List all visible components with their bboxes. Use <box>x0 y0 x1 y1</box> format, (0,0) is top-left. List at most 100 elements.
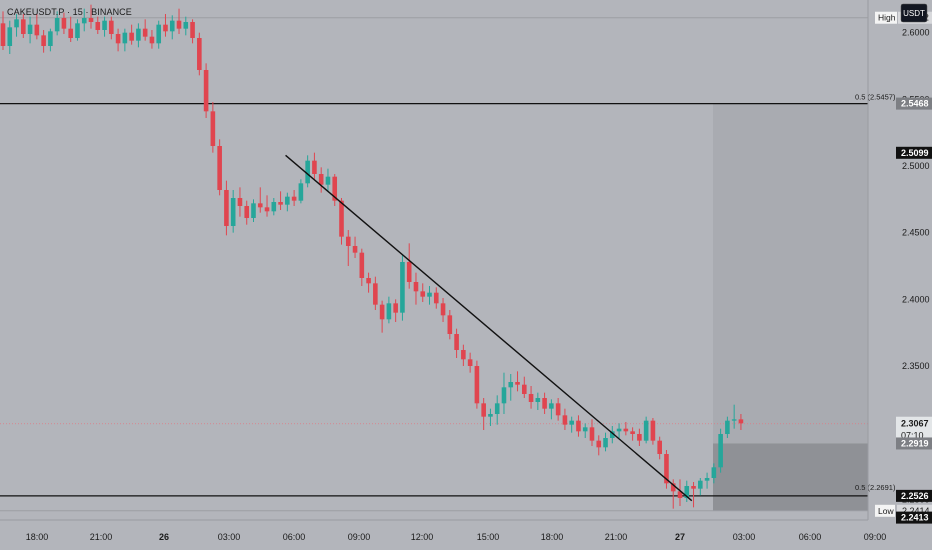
candle[interactable] <box>400 262 405 313</box>
candle[interactable] <box>318 174 324 185</box>
candle[interactable] <box>7 27 13 46</box>
candle[interactable] <box>352 246 358 253</box>
candle[interactable] <box>264 207 270 212</box>
candle[interactable] <box>494 403 500 414</box>
candle[interactable] <box>643 420 649 441</box>
candle[interactable] <box>738 419 744 424</box>
candle[interactable] <box>197 38 202 70</box>
candle[interactable] <box>406 262 412 282</box>
candle[interactable] <box>650 420 656 441</box>
candle[interactable] <box>718 434 723 468</box>
candle[interactable] <box>230 198 236 226</box>
candle[interactable] <box>291 196 297 201</box>
candle[interactable] <box>203 70 209 112</box>
candle[interactable] <box>163 24 168 32</box>
candle[interactable] <box>576 420 581 432</box>
candle[interactable] <box>664 454 669 484</box>
candle[interactable] <box>386 303 392 320</box>
candle[interactable] <box>190 22 195 38</box>
candle[interactable] <box>589 427 595 441</box>
candle[interactable] <box>474 366 480 404</box>
candle[interactable] <box>81 18 87 24</box>
candle[interactable] <box>278 202 283 205</box>
candle[interactable] <box>698 480 703 489</box>
candle[interactable] <box>54 18 60 32</box>
candle[interactable] <box>271 202 277 212</box>
candle[interactable] <box>616 428 622 432</box>
candle[interactable] <box>75 23 80 38</box>
candle[interactable] <box>237 198 243 206</box>
candle[interactable] <box>684 486 690 498</box>
candle[interactable] <box>109 20 114 34</box>
candle[interactable] <box>34 24 40 36</box>
candle[interactable] <box>528 394 534 402</box>
candle[interactable] <box>630 431 635 434</box>
candle[interactable] <box>325 176 331 185</box>
candle[interactable] <box>488 414 493 417</box>
currency-button[interactable] <box>900 3 928 23</box>
candle[interactable] <box>610 431 615 438</box>
candle[interactable] <box>467 359 473 366</box>
candle[interactable] <box>305 160 310 184</box>
candle[interactable] <box>14 19 19 28</box>
candle[interactable] <box>115 34 121 44</box>
candle[interactable] <box>156 24 162 44</box>
candle[interactable] <box>21 19 26 34</box>
candle[interactable] <box>569 420 574 425</box>
candle[interactable] <box>332 176 338 201</box>
candle[interactable] <box>244 206 250 218</box>
candle[interactable] <box>102 20 107 30</box>
candle[interactable] <box>637 434 642 441</box>
candle[interactable] <box>48 31 53 46</box>
candle[interactable] <box>393 303 398 313</box>
candle[interactable] <box>176 20 182 29</box>
candle[interactable] <box>312 160 317 174</box>
candle[interactable] <box>420 291 426 297</box>
candle[interactable] <box>447 315 453 334</box>
candle[interactable] <box>508 382 514 388</box>
candle[interactable] <box>535 398 541 402</box>
candle[interactable] <box>427 292 432 297</box>
candle[interactable] <box>217 146 222 190</box>
candle[interactable] <box>68 28 73 38</box>
candle[interactable] <box>670 483 676 492</box>
candle[interactable] <box>542 398 547 409</box>
candle[interactable] <box>521 384 527 394</box>
candle[interactable] <box>257 203 263 208</box>
candle[interactable] <box>373 283 378 305</box>
candle[interactable] <box>169 20 175 32</box>
candle[interactable] <box>623 428 629 432</box>
candle[interactable] <box>339 200 344 237</box>
candle[interactable] <box>461 350 466 360</box>
candle[interactable] <box>210 111 216 146</box>
candle[interactable] <box>725 420 730 434</box>
candle[interactable] <box>379 304 385 320</box>
candle[interactable] <box>41 35 46 46</box>
candle[interactable] <box>691 486 696 489</box>
candle[interactable] <box>413 282 419 292</box>
candle[interactable] <box>359 252 365 278</box>
candle[interactable] <box>582 427 588 432</box>
candle[interactable] <box>501 387 507 404</box>
candle[interactable] <box>129 32 134 41</box>
candle[interactable] <box>515 382 520 385</box>
candle[interactable] <box>251 203 256 218</box>
candle[interactable] <box>142 28 148 37</box>
candle[interactable] <box>88 18 94 22</box>
candle[interactable] <box>731 419 737 421</box>
candle[interactable] <box>711 467 717 478</box>
candle[interactable] <box>27 24 33 34</box>
candle[interactable] <box>122 32 128 44</box>
candle[interactable] <box>549 403 554 409</box>
candle[interactable] <box>136 28 141 41</box>
candle[interactable] <box>440 303 446 316</box>
candle[interactable] <box>183 22 189 29</box>
candle[interactable] <box>704 478 710 481</box>
candle[interactable] <box>366 278 371 284</box>
candle[interactable] <box>657 440 662 454</box>
candle[interactable] <box>481 403 486 417</box>
candle[interactable] <box>285 196 290 205</box>
candle[interactable] <box>61 18 67 29</box>
